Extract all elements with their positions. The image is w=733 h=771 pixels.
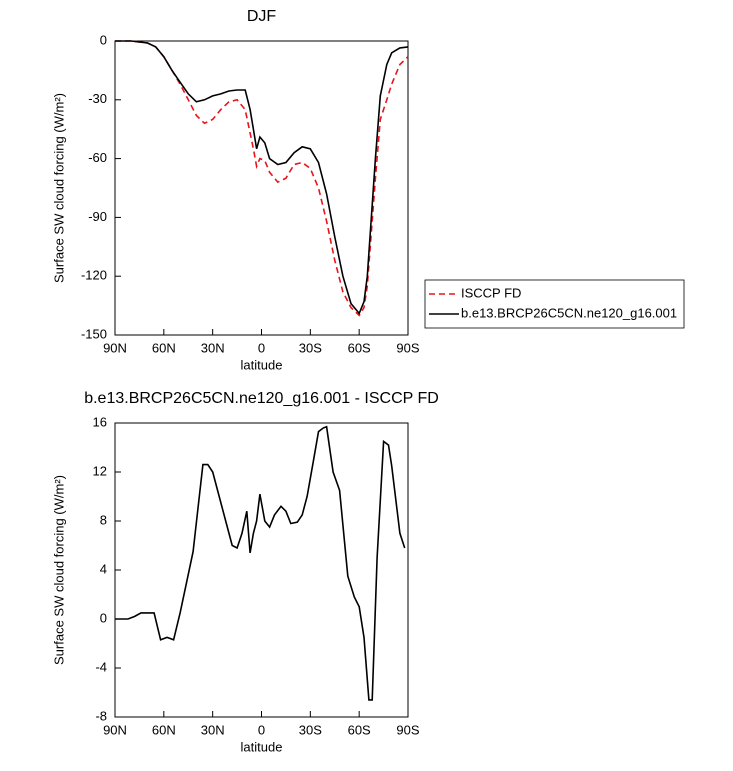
- x-tick-label: 30N: [201, 722, 225, 737]
- y-tick-label: -60: [88, 150, 107, 165]
- y-tick-label: 4: [100, 561, 107, 576]
- y-tick-label: 8: [100, 512, 107, 527]
- y-tick-label: -30: [88, 91, 107, 106]
- x-tick-label: 60S: [348, 340, 371, 355]
- y-tick-label: -8: [95, 708, 107, 723]
- x-axis-label: latitude: [241, 357, 283, 372]
- legend-label: b.e13.BRCP26C5CN.ne120_g16.001: [461, 305, 677, 320]
- chart-title: DJF: [247, 8, 277, 25]
- x-tick-label: 30S: [299, 722, 322, 737]
- x-tick-label: 30S: [299, 340, 322, 355]
- x-tick-label: 60N: [152, 722, 176, 737]
- y-axis-label: Surface SW cloud forcing (W/m²): [51, 93, 66, 283]
- y-axis-label: Surface SW cloud forcing (W/m²): [51, 475, 66, 665]
- x-axis-label: latitude: [241, 739, 283, 754]
- y-tick-label: 16: [93, 414, 107, 429]
- y-tick-label: 12: [93, 463, 107, 478]
- x-tick-label: 30N: [201, 340, 225, 355]
- y-tick-label: -4: [95, 659, 107, 674]
- plot-frame: [114, 422, 409, 718]
- data-line: [115, 425, 406, 701]
- data-line: [115, 40, 409, 317]
- y-tick-label: -90: [88, 209, 107, 224]
- x-tick-label: 90S: [396, 340, 419, 355]
- plot-frame: [114, 40, 409, 336]
- y-tick-label: 0: [100, 610, 107, 625]
- x-tick-label: 60N: [152, 340, 176, 355]
- x-tick-label: 90S: [396, 722, 419, 737]
- legend-box: [424, 279, 685, 329]
- data-line: [115, 40, 409, 315]
- x-tick-label: 90N: [103, 722, 127, 737]
- y-tick-label: 0: [100, 32, 107, 47]
- y-tick-label: -150: [81, 326, 107, 341]
- x-tick-label: 90N: [103, 340, 127, 355]
- x-tick-label: 0: [258, 722, 265, 737]
- y-tick-label: -120: [81, 268, 107, 283]
- x-tick-label: 60S: [348, 722, 371, 737]
- legend-label: ISCCP FD: [461, 285, 521, 300]
- chart-title: b.e13.BRCP26C5CN.ne120_g16.001 - ISCCP F…: [84, 390, 439, 407]
- x-tick-label: 0: [258, 340, 265, 355]
